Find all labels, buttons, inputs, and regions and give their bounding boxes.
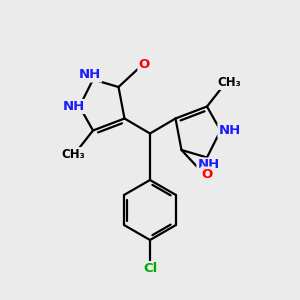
Text: Cl: Cl bbox=[143, 262, 157, 275]
Text: NH: NH bbox=[62, 100, 85, 113]
Text: NH: NH bbox=[197, 158, 220, 172]
Text: NH: NH bbox=[79, 68, 101, 82]
Text: CH₃: CH₃ bbox=[218, 76, 242, 89]
Text: CH₃: CH₃ bbox=[61, 148, 85, 161]
Text: O: O bbox=[138, 58, 150, 71]
Text: O: O bbox=[201, 167, 213, 181]
Text: NH: NH bbox=[218, 124, 241, 137]
